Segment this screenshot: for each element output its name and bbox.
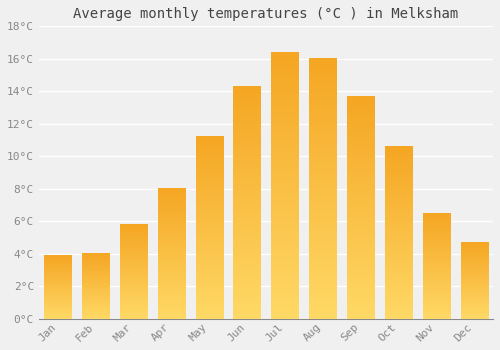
Title: Average monthly temperatures (°C ) in Melksham: Average monthly temperatures (°C ) in Me… bbox=[74, 7, 458, 21]
